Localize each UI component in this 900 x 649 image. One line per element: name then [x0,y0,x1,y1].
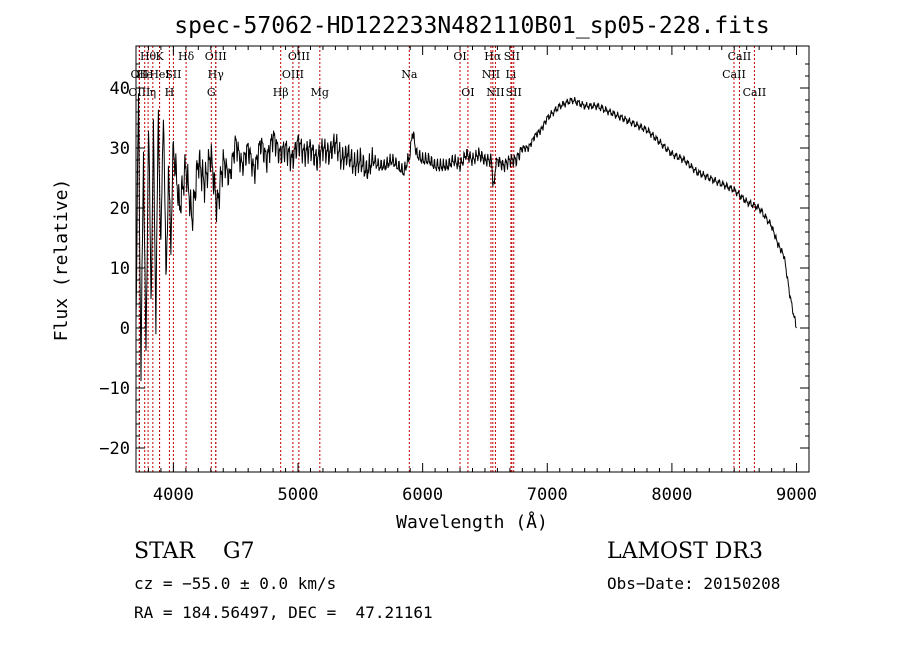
line-marker-label: OI [453,50,466,63]
line-marker-label: OIII [282,68,304,81]
line-marker-label: Hδ [178,50,195,63]
y-tick-label: 0 [120,319,130,339]
axis-ticks: 4000 5000 6000 7000 8000 9000 −20 −10 0 10 20 30 40 [99,46,817,505]
line-marker-label: Mg [311,86,329,99]
line-marker-label: η [150,86,157,99]
line-marker-label: He [137,68,153,81]
series-group [135,93,797,382]
series-line [135,93,797,382]
y-tick-label: 10 [110,259,130,279]
line-marker-label: NII [486,86,504,99]
line-marker-label: Hγ [208,68,225,81]
chart-title: spec-57062-HD122233N482110B01_sp05-228.f… [174,13,769,39]
line-marker-label: K [155,50,164,63]
line-marker-label: Li [505,68,516,81]
object-class: STAR G7 [134,539,255,564]
line-marker-label: SII [504,50,520,63]
x-tick-label: 6000 [402,485,443,505]
line-marker-label: Na [401,68,418,81]
survey-name: LAMOST DR3 [607,539,763,564]
x-tick-label: 4000 [153,485,194,505]
coordinates: RA = 184.56497, DEC = 47.21161 [134,603,433,622]
line-marker-label: CaII [722,68,746,81]
x-tick-label: 7000 [527,485,568,505]
line-marker-label: CaII [743,86,767,99]
line-marker-label: Hβ [273,86,289,99]
line-marker-label: HeI [149,68,169,81]
line-marker-label: NII [482,68,500,81]
line-marker-label: Hθ [140,50,157,63]
line-marker-label: OIII [288,50,310,63]
y-tick-label: 20 [110,199,130,219]
obs-date: Obs−Date: 20150208 [607,574,781,593]
x-tick-label: 9000 [776,485,817,505]
x-axis-label: Wavelength (Å) [396,511,548,533]
redshift-cz: cz = −55.0 ± 0.0 km/s [134,574,337,593]
line-marker-label: SII [506,86,522,99]
y-tick-label: 40 [110,79,130,99]
y-tick-label: −10 [99,379,130,399]
x-tick-label: 8000 [651,485,692,505]
line-marker-label: CaII [728,50,752,63]
y-axis-label: Flux (relative) [51,179,72,342]
line-marker-label: Hα [484,50,502,63]
line-marker-label: OIII [205,50,227,63]
plot-frame [135,45,810,473]
line-marker-label: H [165,86,175,99]
y-tick-label: −20 [99,439,130,459]
line-marker-label: OI [461,86,474,99]
line-marker-label: G [207,86,216,99]
y-tick-label: 30 [110,139,130,159]
line-marker-label: SII [165,68,181,81]
x-tick-label: 5000 [278,485,319,505]
